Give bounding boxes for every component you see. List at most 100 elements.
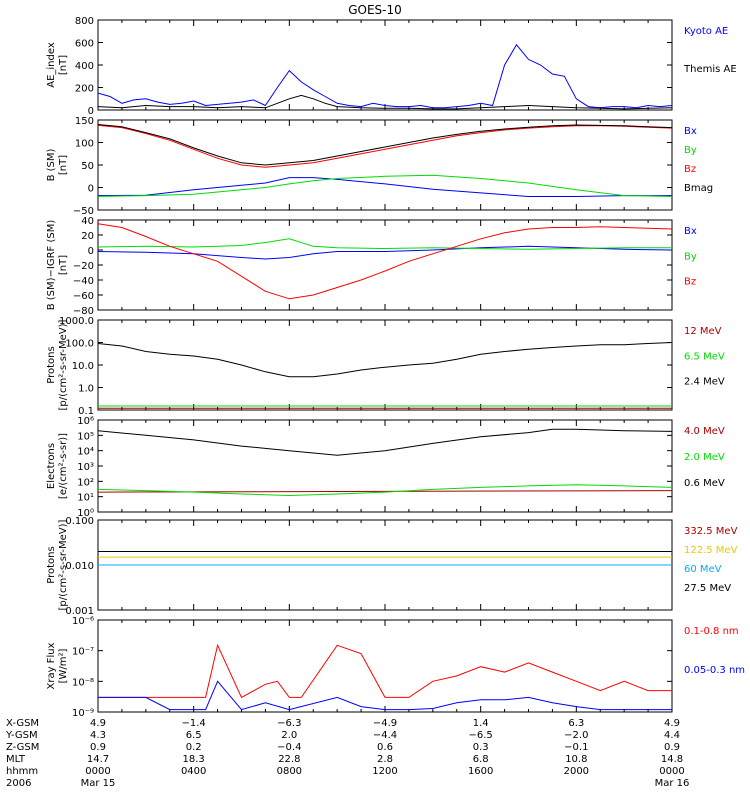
legend-label: 0.05-0.3 nm: [684, 665, 745, 676]
panel-xray: 10⁻⁹ 10⁻⁸ 10⁻⁷ 10⁻⁶ Xray Flux [W/m²] 0.1-0.8 n…: [46, 616, 745, 719]
y-tick-label: 600: [75, 39, 94, 50]
panel-electrons: 10⁰ 10¹ 10² 10³ 10⁴ 10⁵ 10⁶ Electrons [e/(cm²-s-…: [46, 416, 725, 519]
y-tick-label: 0: [88, 184, 94, 195]
y-tick-label: 50: [81, 161, 94, 172]
axis-row-value: 14.8: [661, 754, 683, 765]
y-axis-label: [W/m²]: [58, 648, 69, 683]
y-tick-label: 0: [88, 246, 94, 257]
panel-frame: [97, 419, 673, 513]
legend-label: By: [684, 145, 697, 156]
series-line-themis-ae: [98, 94, 672, 110]
y-tick-label: 0.1: [78, 406, 94, 417]
axis-row-value: 6.8: [473, 754, 489, 765]
panel-protons2: 0.001 0.010 0.100 Protons [p/(cm²-s-sr-MeV)]…: [46, 516, 738, 617]
axis-row-value: −4.4: [373, 730, 397, 741]
plot-area: [98, 124, 672, 197]
panel-frame: [97, 319, 673, 411]
y-axis-label: [nT]: [58, 55, 69, 75]
y-axis-label: B (SM): [46, 148, 57, 181]
axis-row-value: Mar 15: [81, 778, 116, 789]
y-tick-label: 0.001: [65, 606, 94, 617]
figure-title: GOES-10: [348, 3, 402, 17]
plot-area: [98, 643, 672, 711]
legend-label: Bz: [684, 164, 696, 175]
axis-row-value: 22.8: [278, 754, 300, 765]
y-tick-label: 20: [81, 231, 94, 242]
series-line-kyoto-ae: [98, 43, 672, 109]
axis-row-value: 1.4: [473, 718, 489, 729]
axis-row-value: 0400: [181, 766, 206, 777]
series-line-bz: [98, 124, 672, 168]
axis-row-label: Z-GSM: [6, 742, 39, 753]
y-axis-label: B (SM)−IGRF (SM): [46, 220, 57, 311]
axis-row-value: −2.0: [564, 730, 588, 741]
axis-row-label: 2006: [6, 778, 31, 789]
axis-row-value: 0000: [659, 766, 684, 777]
y-tick-label: 10¹: [77, 493, 94, 504]
axis-row-value: 0000: [85, 766, 110, 777]
axis-row-value: 1200: [372, 766, 397, 777]
y-tick-label: 10⁶: [77, 416, 94, 427]
series-line-bx: [98, 177, 672, 197]
y-axis-label: [nT]: [58, 255, 69, 275]
plot-area: [98, 342, 672, 409]
y-tick-label: 800: [75, 16, 94, 27]
legend-label: Bx: [684, 226, 697, 237]
series-line-0-6-mev: [98, 428, 672, 456]
legend-label: By: [684, 251, 697, 262]
axis-row-value: 4.9: [664, 718, 680, 729]
legend-label: Bx: [684, 126, 697, 137]
y-tick-label: 10²: [77, 477, 94, 488]
y-tick-label: −80: [73, 306, 94, 317]
legend-label: 2.0 MeV: [684, 452, 725, 463]
y-tick-label: −60: [73, 291, 94, 302]
legend-label: 6.5 MeV: [684, 351, 725, 362]
axis-row-value: −6.5: [469, 730, 493, 741]
axis-row-value: 0.9: [90, 742, 106, 753]
axis-row-value: −0.1: [564, 742, 588, 753]
series-line-2-4-mev: [98, 342, 672, 378]
y-tick-label: 400: [75, 61, 94, 72]
y-tick-label: −20: [73, 261, 94, 272]
y-tick-label: 150: [75, 116, 94, 127]
legend-label: 12 MeV: [684, 326, 722, 337]
y-axis-label: [p/(cm²-s-sr-MeV)]: [58, 519, 69, 610]
y-axis-label: [nT]: [58, 155, 69, 175]
axis-row-value: 14.7: [87, 754, 109, 765]
panel-b: −50 0 50 100 150 B (SM) [nT] Bx By Bz Bmag: [46, 116, 713, 217]
y-tick-label: −50: [73, 206, 94, 217]
y-tick-label: 0.010: [65, 561, 94, 572]
y-tick-label: 100: [75, 139, 94, 150]
legend-label: 0.6 MeV: [684, 478, 725, 489]
y-tick-label: 1000.0: [59, 316, 94, 327]
y-axis-label: Protons: [46, 346, 57, 383]
panel-frame: [97, 19, 673, 111]
y-tick-label: 1.0: [78, 384, 94, 395]
y-axis-label: AE_index: [46, 42, 57, 88]
axis-row-value: 0800: [277, 766, 302, 777]
series-line-bmag: [98, 124, 672, 166]
axis-row-value: 2000: [564, 766, 589, 777]
y-tick-label: −40: [73, 276, 94, 287]
y-tick-label: 10⁻⁸: [72, 677, 94, 688]
axis-row-value: 2.0: [281, 730, 297, 741]
axis-row-value: −0.4: [277, 742, 301, 753]
y-tick-label: 10.0: [72, 361, 94, 372]
legend-label: 27.5 MeV: [684, 583, 731, 594]
axis-row-label: hhmm: [6, 766, 38, 777]
series-line-0-1-0-8-nm: [98, 643, 672, 699]
y-tick-label: 0: [88, 106, 94, 117]
legend-label: 60 MeV: [684, 564, 722, 575]
axis-row-value: 4.4: [664, 730, 680, 741]
y-tick-label: 10⁻⁶: [72, 616, 94, 627]
legend-label: 0.1-0.8 nm: [684, 626, 739, 637]
series-line-bz: [98, 223, 672, 300]
plot-area: [98, 43, 672, 110]
series-line-by: [98, 238, 672, 250]
y-axis-label: Protons: [46, 546, 57, 583]
legend-label: 4.0 MeV: [684, 426, 725, 437]
axis-row-value: 0.6: [377, 742, 393, 753]
plot-area: [98, 223, 672, 300]
y-axis-label: Electrons: [46, 443, 57, 489]
